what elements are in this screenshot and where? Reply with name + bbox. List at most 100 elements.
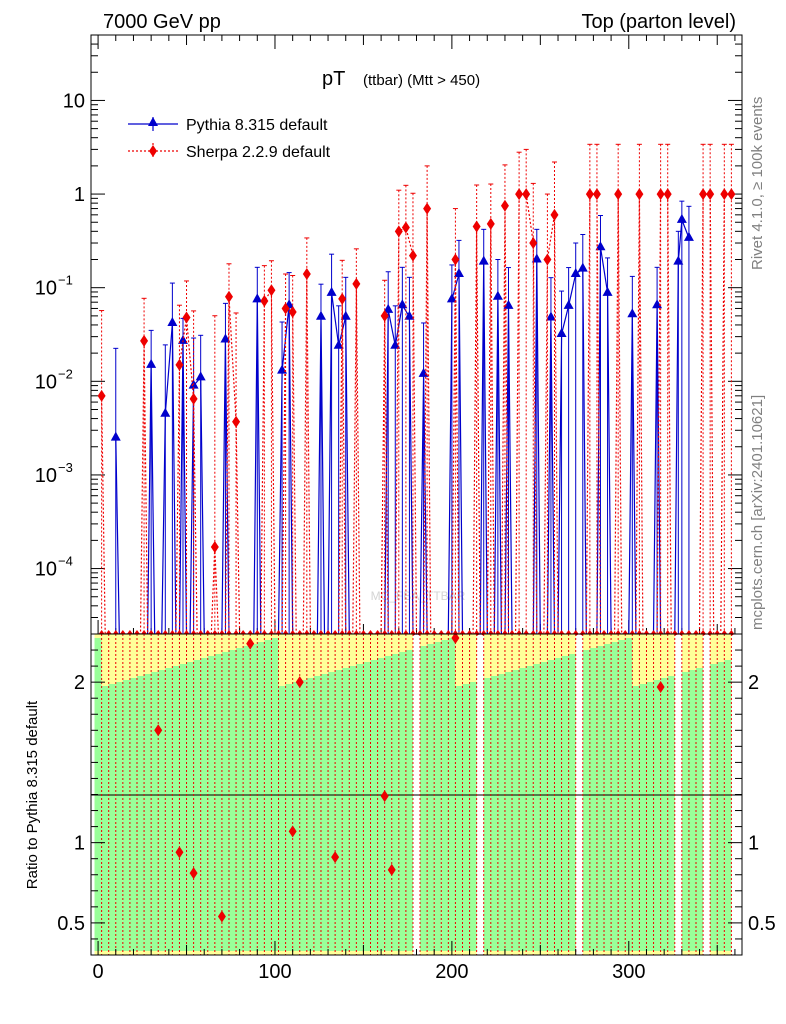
data-point (656, 188, 665, 201)
data-point (352, 277, 361, 290)
data-point (380, 309, 389, 322)
rivet-version-label: Rivet 4.1.0, ≥ 100k events (749, 97, 766, 270)
data-point (167, 316, 178, 326)
stat-band (370, 660, 378, 951)
stat-band (540, 662, 548, 951)
x-tick-label: 0 (93, 961, 104, 983)
stat-band (377, 658, 385, 951)
stat-band (398, 652, 406, 951)
data-point (326, 286, 337, 296)
data-point (383, 303, 394, 313)
header-right: Top (parton level) (581, 11, 736, 33)
stat-band (554, 658, 562, 951)
stat-band (285, 684, 293, 951)
stat-band (349, 666, 357, 951)
data-point (394, 225, 403, 238)
data-point (390, 339, 401, 349)
stat-band (108, 684, 116, 951)
data-point (210, 540, 219, 553)
stat-band (420, 646, 428, 951)
stat-band (292, 682, 300, 951)
data-point (267, 284, 276, 297)
data-point (160, 407, 171, 417)
plot-title-sub: (ttbar) (Mtt > 450) (363, 72, 480, 89)
data-point (302, 268, 311, 281)
data-point (663, 188, 672, 201)
data-point (281, 302, 290, 315)
data-point (288, 305, 297, 318)
x-tick-label: 100 (258, 961, 291, 983)
stat-band (186, 662, 194, 951)
y-tick-label: 10 (63, 90, 85, 112)
y-tick-label-base: 10 (35, 465, 57, 487)
header-left: 7000 GeV pp (103, 11, 221, 33)
stat-band (568, 654, 576, 951)
main-series (97, 143, 736, 636)
stat-band (724, 660, 732, 951)
data-point (529, 237, 538, 250)
stat-band (299, 680, 307, 951)
data-point (545, 311, 556, 321)
stat-band (455, 686, 463, 951)
data-point (97, 389, 106, 402)
stat-band (165, 668, 173, 951)
ratio-point (387, 863, 396, 876)
stat-band (158, 670, 166, 951)
stat-band (363, 662, 371, 951)
stat-band (490, 676, 498, 951)
data-point (182, 311, 191, 324)
stat-band (115, 682, 123, 951)
stat-band (632, 686, 640, 951)
data-point (652, 299, 663, 309)
data-point (727, 188, 736, 201)
stat-band (328, 672, 336, 951)
stat-band (526, 666, 534, 951)
ratio-point (175, 846, 184, 859)
data-point (673, 255, 684, 265)
ratio-axis-ticks (91, 649, 742, 955)
y-tick-label-exp: −2 (58, 366, 73, 381)
data-point (486, 217, 495, 230)
stat-band (313, 676, 321, 951)
data-point (627, 308, 638, 318)
data-point (585, 188, 594, 201)
stat-band (596, 646, 605, 951)
stat-band (639, 684, 647, 951)
stat-band (504, 672, 513, 951)
stat-band (533, 664, 541, 951)
data-point (315, 310, 326, 320)
data-point (260, 295, 269, 308)
stat-band (391, 654, 399, 951)
data-point (635, 188, 644, 201)
stat-band (136, 676, 145, 951)
data-point (522, 188, 531, 201)
stat-band (236, 648, 244, 951)
data-point (500, 199, 509, 212)
data-point (563, 299, 574, 309)
ratio-point (656, 680, 665, 693)
stat-band (250, 644, 258, 951)
x-tick-label: 200 (435, 961, 468, 983)
ratio-y-axis-label: Ratio to Pythia 8.315 default (24, 700, 41, 889)
legend-sherpa-label: Sherpa 2.2.9 default (186, 144, 331, 161)
data-point (683, 231, 694, 241)
mcplots-label: mcplots.cern.ch [arXiv:2401.10621] (749, 395, 766, 630)
ratio-point (451, 632, 460, 644)
stat-band (660, 678, 668, 951)
stat-band (653, 680, 661, 951)
data-point (472, 220, 481, 233)
stat-band (342, 668, 350, 951)
stat-band (228, 650, 237, 951)
data-point (676, 213, 687, 223)
data-point (404, 310, 415, 320)
stat-band (144, 674, 152, 951)
data-point (338, 292, 347, 305)
legend-pythia-label: Pythia 8.315 default (186, 117, 328, 134)
stat-band (483, 678, 491, 951)
data-point (503, 299, 514, 309)
stat-band (688, 670, 697, 951)
stat-band (193, 660, 201, 951)
stat-band (667, 676, 675, 951)
